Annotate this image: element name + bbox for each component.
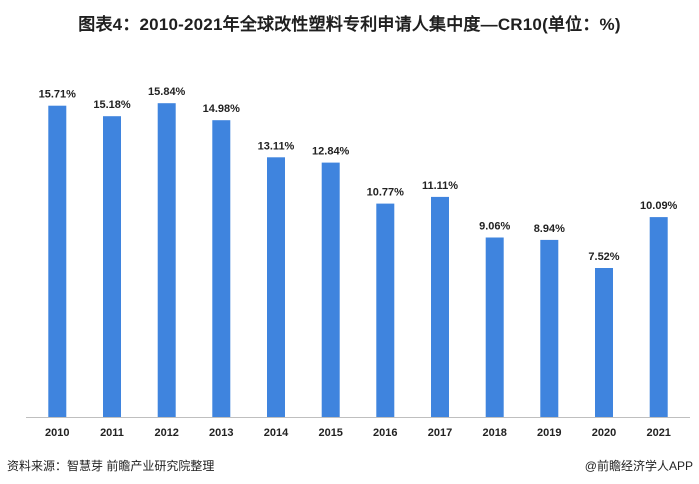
x-tick-label-2010: 2010 <box>45 427 69 439</box>
bar-2014 <box>267 157 285 418</box>
chart-title: 图表4：2010-2021年全球改性塑料专利申请人集中度—CR10(单位：%) <box>78 15 621 34</box>
data-label-2020: 7.52% <box>588 251 619 263</box>
data-label-2012: 15.84% <box>148 86 186 98</box>
x-tick-label-2013: 2013 <box>209 427 233 439</box>
x-tick-label-2017: 2017 <box>428 427 452 439</box>
bar-2017 <box>431 196 449 417</box>
x-tick-label-2011: 2011 <box>100 427 124 439</box>
bar-2010 <box>48 105 67 417</box>
data-label-2010: 15.71% <box>39 89 77 101</box>
data-label-2021: 10.09% <box>640 200 678 212</box>
source-note: 资料来源：智慧芽 前瞻产业研究院整理 <box>7 459 215 473</box>
data-label-2018: 9.06% <box>479 221 510 233</box>
bar-2020 <box>595 268 613 417</box>
x-tick-label-2016: 2016 <box>373 427 397 439</box>
bar-2012 <box>157 103 176 417</box>
data-labels: 15.71% 15.18% 15.84% 14.98% 13.11% 12.84% 10.7… <box>39 86 678 263</box>
x-tick-label-2021: 2021 <box>646 427 670 439</box>
x-tick-label-2018: 2018 <box>482 427 506 439</box>
x-tick-label-2020: 2020 <box>592 427 616 439</box>
x-tick-label-2019: 2019 <box>537 427 561 439</box>
x-tick-label-2012: 2012 <box>154 427 178 439</box>
x-tick-label-2014: 2014 <box>264 427 289 439</box>
credit-note: @前瞻经济学人APP <box>584 459 693 473</box>
data-label-2015: 12.84% <box>312 146 350 158</box>
bar-2015 <box>321 162 340 417</box>
bar-2019 <box>540 239 559 417</box>
bar-2021 <box>649 217 668 417</box>
bar-2013 <box>212 120 231 417</box>
bar-chart: 15.71% 15.18% 15.84% 14.98% 13.11% 12.84% 10.7… <box>26 86 690 439</box>
bar-2018 <box>485 237 504 417</box>
x-tick-label-2015: 2015 <box>318 427 342 439</box>
bar-2011 <box>103 116 121 417</box>
bar-series <box>48 103 668 418</box>
data-label-2016: 10.77% <box>367 187 405 199</box>
data-label-2014: 13.11% <box>258 140 295 152</box>
data-label-2013: 14.98% <box>203 103 241 115</box>
bar-2016 <box>376 203 395 417</box>
data-label-2011: 15.18% <box>93 99 131 111</box>
data-label-2019: 8.94% <box>534 223 565 235</box>
x-tick-labels: 2010 2011 2012 2013 2014 2015 2016 2017 2018 2019… <box>45 427 671 439</box>
data-label-2017: 11.11% <box>422 180 458 192</box>
